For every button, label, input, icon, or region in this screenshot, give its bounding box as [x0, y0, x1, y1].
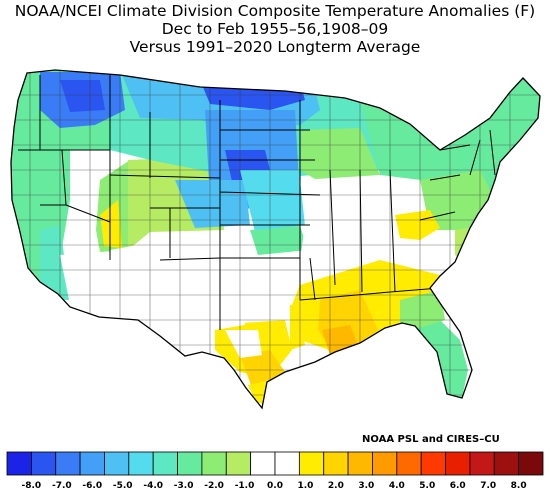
credit-label: NOAA PSL and CIRES–CU [362, 434, 500, 445]
colorbar-tick-label: 4.0 [389, 481, 405, 491]
map-title-line-1: NOAA/NCEI Climate Division Composite Tem… [14, 2, 536, 20]
colorbar-swatch [274, 451, 300, 476]
colorbar-swatch [104, 451, 130, 476]
map-title-line-2: Dec to Feb 1955–56,1908–09 [161, 20, 389, 38]
colorbar-swatch [372, 451, 398, 476]
colorbar-swatch [469, 451, 495, 476]
colorbar-tick-label: 7.0 [480, 481, 496, 491]
colorbar-swatch [177, 451, 203, 476]
colorbar-tick-label: -4.0 [143, 481, 163, 491]
colorbar-tick-label: 8.0 [511, 481, 527, 491]
colorbar-swatch [201, 451, 227, 476]
us-anomaly-map [10, 69, 541, 410]
colorbar-swatch [250, 451, 276, 476]
colorbar-swatch [420, 451, 446, 476]
colorbar-swatch [79, 451, 105, 476]
colorbar-swatch [6, 451, 32, 476]
colorbar-tick-label: 1.0 [297, 481, 313, 491]
colorbar-tick-label: -5.0 [113, 481, 133, 491]
colorbar-swatch [298, 451, 325, 476]
colorbar-tick-label: -2.0 [204, 481, 224, 491]
colorbar-tick-label: 3.0 [358, 481, 374, 491]
colorbar-swatch [55, 451, 81, 476]
colorbar-tick-label: -1.0 [235, 481, 255, 491]
colorbar-tick-label: -7.0 [52, 481, 72, 491]
colorbar-swatch [323, 451, 349, 476]
colorbar-tick-label: -6.0 [82, 481, 102, 491]
colorbar-legend: -8.0 -7.0 -6.0 -5.0 -4.0 -3.0 -2.0 -1.0 0.0 1.0 2.… [6, 451, 544, 491]
colorbar-swatch [396, 451, 422, 476]
colorbar-tick-label: 5.0 [419, 481, 435, 491]
colorbar-tick-label: 2.0 [328, 481, 344, 491]
colorbar-swatch [225, 451, 252, 476]
colorbar-swatch [445, 451, 471, 476]
colorbar-swatch [347, 451, 373, 476]
colorbar-swatch [128, 451, 154, 476]
colorbar-tick-label: 0.0 [267, 481, 283, 491]
colorbar-tick-label: 6.0 [450, 481, 466, 491]
colorbar-swatch [152, 451, 178, 476]
colorbar-swatch [518, 451, 544, 476]
map-title-line-3: Versus 1991–2020 Longterm Average [129, 38, 421, 56]
colorbar-tick-label: -8.0 [22, 481, 42, 491]
colorbar-tick-label: -3.0 [174, 481, 194, 491]
colorbar-swatch [493, 451, 520, 476]
colorbar-swatch [30, 451, 57, 476]
